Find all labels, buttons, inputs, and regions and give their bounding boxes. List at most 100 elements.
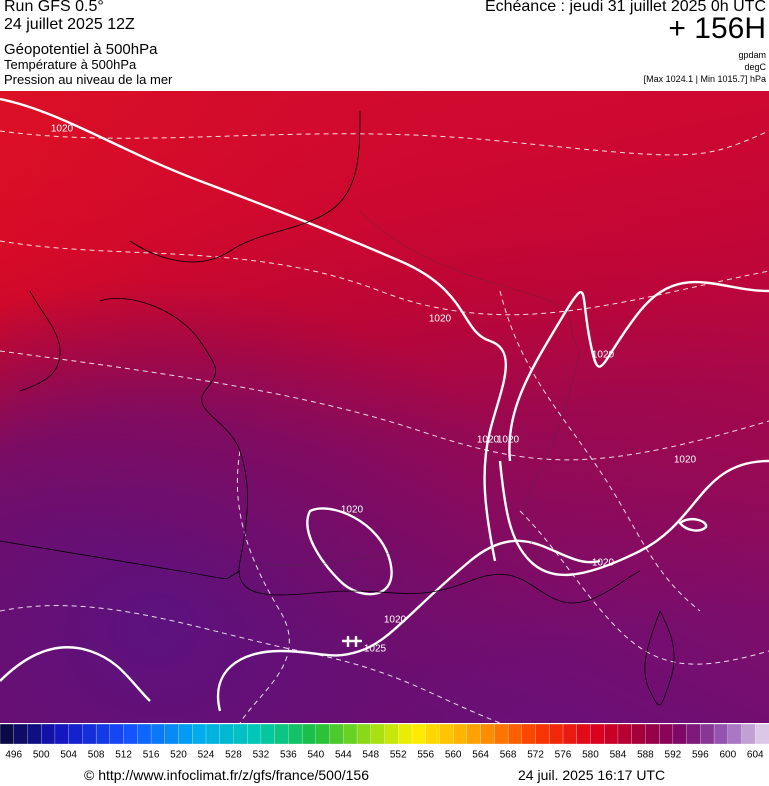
colorbar-label: 532 — [253, 750, 270, 761]
colorbar-swatch — [384, 724, 399, 745]
isobar-label: 1020 — [429, 314, 452, 325]
colorbar-swatch — [562, 724, 578, 745]
colorbar-swatch — [164, 724, 179, 745]
colorbar-label: 500 — [33, 750, 50, 761]
colorbar-label: 580 — [582, 750, 599, 761]
colorbar-swatch — [0, 724, 15, 745]
colorbar: 496 500 504 508 512 516 520 524 528 532 536 540 544 5… — [0, 724, 769, 761]
colorbar-label: 524 — [198, 750, 215, 761]
colorbar-swatch — [68, 724, 83, 745]
field-label: Géopotentiel à 500hPa — [4, 41, 158, 58]
colorbar-swatch — [54, 724, 70, 745]
colorbar-swatch — [315, 724, 331, 745]
colorbar-swatch — [343, 724, 358, 745]
temperature-field — [0, 91, 769, 723]
colorbar-swatch — [205, 724, 221, 745]
colorbar-swatch — [274, 724, 289, 745]
isobar-label: 1020 — [341, 505, 364, 516]
colorbar-swatch — [590, 724, 605, 745]
unit-label: gpdam — [738, 50, 766, 60]
colorbar-swatch — [494, 724, 509, 745]
colorbar-swatch — [398, 724, 413, 745]
colorbar-label: 536 — [280, 750, 297, 761]
colorbar-label: 520 — [170, 750, 187, 761]
colorbar-swatch — [713, 724, 729, 745]
colorbar-label: 572 — [527, 750, 544, 761]
colorbar-swatch — [617, 724, 633, 745]
colorbar-swatch — [370, 724, 385, 745]
geopotential-contours — [0, 130, 769, 723]
colorbar-swatch — [233, 724, 248, 745]
colorbar-label: 596 — [692, 750, 709, 761]
colorbar-swatch — [549, 724, 564, 745]
footer-timestamp: 24 juil. 2025 16:17 UTC — [518, 767, 666, 783]
colorbar-label: 512 — [115, 750, 132, 761]
colorbar-label: 584 — [610, 750, 627, 761]
colorbar-label: 604 — [747, 750, 764, 761]
colorbar-swatch — [604, 724, 619, 745]
colorbar-label: 516 — [143, 750, 160, 761]
isobar-label: 1025 — [364, 644, 387, 655]
run-label: Run GFS 0.5° — [4, 0, 104, 15]
isobar-label: 1020 — [592, 558, 615, 569]
lead-time: + 156H — [668, 12, 766, 45]
isobar-label: 1020 — [674, 455, 697, 466]
colorbar-swatch — [466, 724, 482, 745]
colorbar-swatch — [82, 724, 97, 745]
isobar-label: 1020 — [384, 615, 407, 626]
colorbar-swatch — [755, 724, 769, 745]
forecast-time: Echéance : jeudi 31 juillet 2025 0h UTC — [484, 0, 766, 15]
colorbar-swatch — [700, 724, 715, 745]
colorbar-swatch — [123, 724, 138, 745]
colorbar-label: 576 — [555, 750, 572, 761]
colorbar-swatch — [329, 724, 344, 745]
colorbar-swatch — [727, 724, 742, 745]
isobar-label: 1020 — [497, 435, 520, 446]
colorbar-label: 564 — [472, 750, 489, 761]
colorbar-swatch — [672, 724, 688, 745]
isobar-label: 1020 — [51, 124, 74, 135]
colorbar-swatch — [576, 724, 591, 745]
colorbar-swatch — [288, 724, 303, 745]
colorbar-swatch — [13, 724, 28, 745]
isobars — [0, 97, 769, 712]
coastlines — [0, 110, 675, 706]
colorbar-swatch — [137, 724, 152, 745]
colorbar-swatch — [453, 724, 468, 745]
colorbar-label: 568 — [500, 750, 517, 761]
colorbar-label: 508 — [88, 750, 105, 761]
colorbar-swatch — [535, 724, 550, 745]
borders — [239, 210, 581, 566]
colorbar-swatch — [260, 724, 276, 745]
run-date: 24 juillet 2025 12Z — [4, 16, 135, 33]
colorbar-swatch — [27, 724, 42, 745]
colorbar-label: 600 — [719, 750, 736, 761]
colorbar-swatch — [658, 724, 674, 745]
field-label: Pression au niveau de la mer — [4, 72, 173, 87]
colorbar-label: 544 — [335, 750, 352, 761]
colorbar-label: 560 — [445, 750, 462, 761]
colorbar-label: 540 — [307, 750, 324, 761]
colorbar-swatch — [219, 724, 234, 745]
colorbar-label: 528 — [225, 750, 242, 761]
isobar-label: 1020 — [477, 435, 500, 446]
colorbar-swatch — [411, 724, 427, 745]
colorbar-swatch — [507, 724, 523, 745]
colorbar-label: 496 — [5, 750, 22, 761]
isobar-label: 1020 — [592, 350, 615, 361]
colorbar-swatch — [480, 724, 495, 745]
colorbar-swatch — [41, 724, 56, 745]
colorbar-label: 592 — [665, 750, 682, 761]
colorbar-swatch — [439, 724, 454, 745]
colorbar-swatch — [631, 724, 646, 745]
colorbar-swatch — [192, 724, 207, 745]
colorbar-label: 552 — [390, 750, 407, 761]
colorbar-swatch — [301, 724, 317, 745]
colorbar-swatch — [425, 724, 440, 745]
colorbar-swatch — [741, 724, 756, 745]
unit-label: degC — [744, 62, 766, 72]
colorbar-label: 556 — [417, 750, 434, 761]
footer-url: © http://www.infoclimat.fr/z/gfs/france/… — [84, 767, 369, 783]
